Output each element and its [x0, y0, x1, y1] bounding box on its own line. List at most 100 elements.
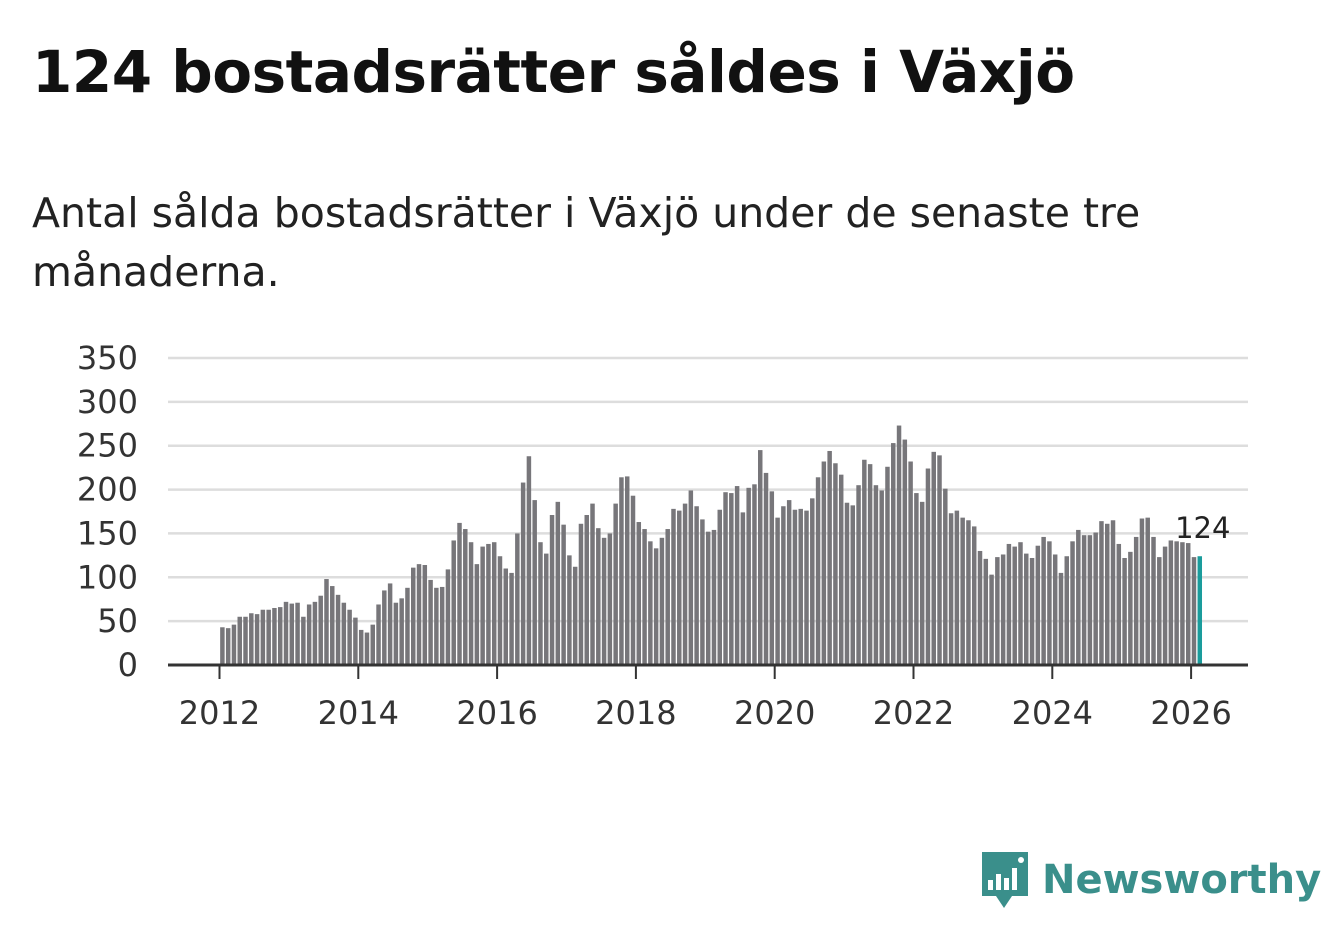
bar [411, 567, 416, 665]
x-tick-label: 2026 [1150, 694, 1231, 732]
bar [445, 569, 451, 665]
bar [1024, 553, 1029, 665]
bar [382, 590, 387, 665]
bar [1070, 541, 1075, 665]
bar [1000, 554, 1006, 665]
bar [330, 586, 335, 665]
x-tick-label: 2022 [873, 694, 954, 732]
x-tick-label: 2020 [734, 694, 815, 732]
bar [601, 537, 607, 665]
bar [399, 598, 404, 665]
bar [954, 510, 960, 665]
bar [1105, 523, 1110, 665]
bar [1162, 546, 1168, 665]
bar [624, 476, 630, 665]
bar [272, 607, 277, 665]
bar [364, 632, 370, 665]
bar [480, 546, 485, 665]
bar [1191, 557, 1197, 665]
bar [729, 493, 734, 665]
bar [931, 451, 936, 665]
bar [578, 523, 584, 665]
bar [648, 541, 653, 665]
bar [937, 455, 942, 665]
bar [919, 501, 925, 665]
bar [422, 565, 428, 665]
bar [856, 485, 861, 665]
bar [682, 503, 688, 665]
bar [1081, 535, 1087, 665]
bar [619, 477, 624, 665]
bar [306, 604, 312, 665]
bar [520, 482, 526, 665]
x-tick-label: 2018 [595, 694, 676, 732]
bar [283, 601, 289, 665]
bar [1110, 520, 1116, 665]
y-tick-label: 350 [77, 339, 138, 377]
bar [844, 502, 850, 665]
data-labels: 124 [1175, 511, 1230, 545]
bar [526, 456, 532, 665]
bar [249, 613, 254, 665]
bar [810, 498, 815, 665]
bar [220, 627, 225, 665]
bar [405, 587, 410, 665]
y-tick-label: 150 [77, 514, 138, 552]
bar [700, 519, 705, 665]
bar [908, 461, 913, 665]
bar [503, 568, 509, 665]
y-tick-label: 100 [77, 558, 138, 596]
bar [636, 522, 642, 665]
newsworthy-logo: Newsworthy [980, 850, 1321, 910]
bar [1029, 557, 1035, 665]
bar [387, 583, 393, 665]
bar [1157, 557, 1162, 665]
bar [555, 501, 561, 665]
bar [335, 594, 341, 665]
bar [746, 487, 751, 665]
bar [792, 509, 798, 665]
bars [220, 425, 1203, 665]
bar [370, 624, 375, 665]
y-tick-label: 0 [118, 646, 138, 684]
y-tick-label: 300 [77, 383, 138, 421]
bar [301, 616, 306, 665]
bar [1093, 532, 1098, 665]
bar [549, 515, 555, 665]
bar [613, 503, 618, 665]
bar [1180, 542, 1185, 665]
x-tick-label: 2016 [456, 694, 537, 732]
bar [451, 540, 456, 665]
newsworthy-icon [982, 852, 1028, 908]
bar [804, 510, 809, 665]
bar [439, 586, 445, 665]
bar [1058, 572, 1064, 665]
bar [324, 579, 329, 665]
bar [428, 579, 433, 665]
y-tick-label: 250 [77, 427, 138, 465]
bar [590, 503, 595, 665]
bar [688, 490, 694, 665]
bar [1174, 541, 1179, 665]
bar [1064, 556, 1069, 665]
bar [225, 628, 231, 665]
y-tick-label: 200 [77, 471, 138, 509]
x-tick-label: 2012 [179, 694, 260, 732]
bar [561, 524, 566, 665]
bar [1087, 535, 1093, 665]
bar [1035, 545, 1041, 665]
bar [659, 537, 665, 665]
bar [671, 508, 676, 665]
bar [885, 466, 890, 665]
bar [723, 492, 728, 665]
bar [416, 564, 422, 665]
bar [486, 543, 491, 665]
y-axis-labels: 0 50 100 150 200 250 300 350 [77, 339, 138, 684]
bar [642, 529, 647, 665]
bar [758, 450, 763, 665]
bar [497, 556, 503, 665]
bar [873, 485, 879, 665]
bar [289, 603, 295, 665]
bar [867, 464, 873, 665]
